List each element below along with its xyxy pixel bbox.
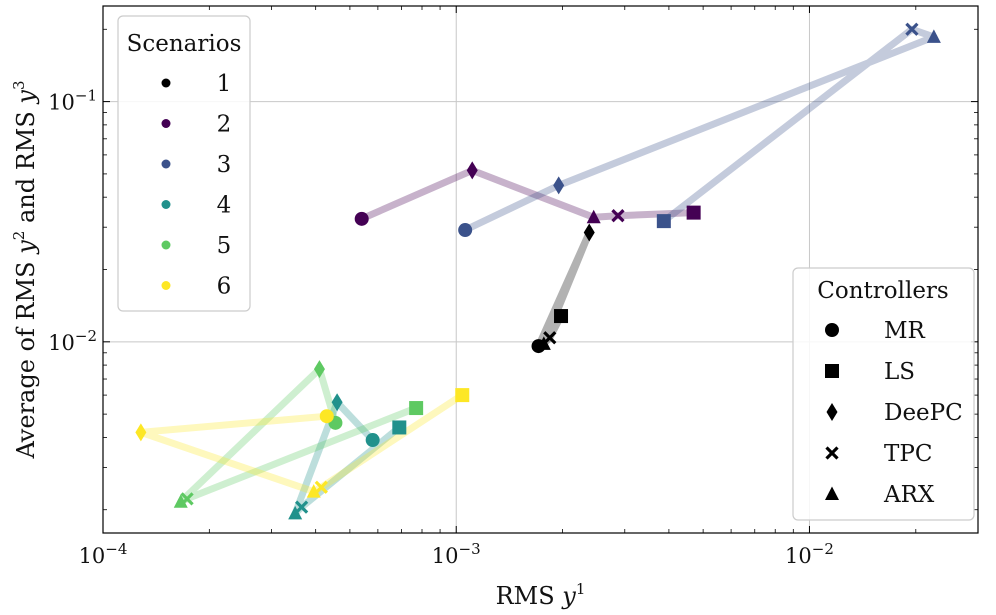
x-axis-title-base: RMS [496, 582, 563, 610]
legend-controller-label: TPC [884, 441, 932, 467]
marker-s1-arx [536, 336, 551, 350]
marker-s5-deepc [313, 360, 325, 379]
data-markers [135, 22, 941, 520]
marker-s2-tpc [611, 209, 625, 223]
x-marker-stroke [294, 500, 309, 514]
marker-s3-tpc [905, 22, 919, 36]
y-axis-title-sup1: 2 [10, 231, 28, 241]
legend-scenario-dot [161, 281, 171, 290]
marker-s2-ls [686, 205, 701, 220]
marker-s3-arx [926, 29, 941, 43]
x-tick-label: 10−4 [79, 540, 128, 568]
marker-s4-tpc [294, 500, 309, 514]
legend-scenario-label: 5 [217, 233, 232, 259]
legend-controllers-title: Controllers [817, 278, 948, 304]
marker-s4-ls [392, 420, 407, 435]
series-line-5 [177, 365, 420, 506]
x-marker-stroke [825, 446, 839, 460]
series-line-2 [358, 166, 698, 223]
x-axis-title-sup: 1 [576, 580, 586, 598]
marker-s2-mr [354, 211, 369, 226]
marker-s2-arx [586, 209, 601, 224]
y-axis-title-part1: Average of RMS [12, 254, 40, 460]
y-axis-title-part2: and RMS [12, 104, 40, 231]
marker-s6-deepc [135, 423, 147, 442]
marker-s6-tpc [314, 480, 328, 494]
legend-scenarios: Scenarios 1 2 3 4 5 6 [117, 15, 251, 312]
legend-scenario-label: 4 [217, 193, 232, 219]
axis-ticks: 10−4 10−3 10−2 10−2 10−1 [48, 6, 978, 568]
marker-s2-deepc [466, 161, 478, 180]
x-axis-title-var: y [561, 582, 576, 610]
legend-controller-marker [826, 403, 838, 421]
legend-scenario-dot [161, 78, 171, 88]
legend-scenario-dot [161, 200, 171, 209]
legend-scenario-label: 1 [217, 71, 232, 97]
marker-s1-ls [554, 309, 569, 324]
x-marker-stroke [314, 480, 328, 494]
x-tick-label: 10−2 [785, 540, 834, 568]
marker-s5-arx [173, 494, 188, 508]
marker-s6-arx [306, 484, 321, 498]
y-axis-title-sup2: 3 [10, 80, 28, 90]
legend-controller-label: MR [884, 318, 926, 344]
x-marker-stroke [611, 209, 625, 223]
series-line-1 [535, 229, 593, 350]
marker-s6-mr [319, 409, 334, 424]
marker-s4-deepc [331, 393, 343, 412]
x-axis-title: RMS y1 [496, 580, 586, 610]
marker-s3-deepc [553, 176, 565, 195]
legend-controller-marker [825, 364, 839, 378]
legend-scenarios-box [117, 15, 251, 312]
y-tick-label: 10−1 [48, 87, 97, 115]
marker-s5-ls [409, 401, 424, 416]
legend-controller-marker [825, 446, 839, 460]
marker-s4-arx [288, 505, 303, 520]
x-marker-stroke [905, 22, 919, 36]
y-tick-label: 10−2 [48, 327, 97, 355]
legend-scenario-label: 6 [217, 274, 232, 300]
legend-scenario-label: 2 [217, 112, 232, 138]
legend-scenarios-title: Scenarios [127, 31, 242, 57]
x-tick-label: 10−3 [432, 540, 481, 568]
legend-controller-marker [825, 323, 839, 337]
marker-s1-deepc [583, 223, 595, 242]
marker-s3-ls [656, 214, 671, 229]
legend-scenario-dot [161, 159, 171, 169]
y-axis-title-var2: y [12, 90, 40, 105]
marker-s3-mr [458, 223, 473, 238]
legend-controller-label: ARX [883, 482, 935, 508]
legend-controllers: Controllers MR LS DeePC TPC ARX [792, 267, 975, 521]
legend-scenario-label: 3 [217, 152, 232, 178]
marker-s4-mr [365, 433, 380, 448]
legend-controller-label: LS [884, 359, 915, 385]
legend-controller-marker [825, 486, 839, 500]
series-line-3 [461, 25, 938, 234]
legend-scenario-dot [161, 119, 171, 128]
legend-controller-label: DeePC [884, 400, 963, 426]
y-axis-title: Average of RMS y2 and RMS y3 [10, 80, 40, 459]
marker-s6-ls [455, 388, 470, 403]
legend-scenario-dot [161, 240, 171, 250]
y-axis-title-var1: y [12, 240, 40, 255]
